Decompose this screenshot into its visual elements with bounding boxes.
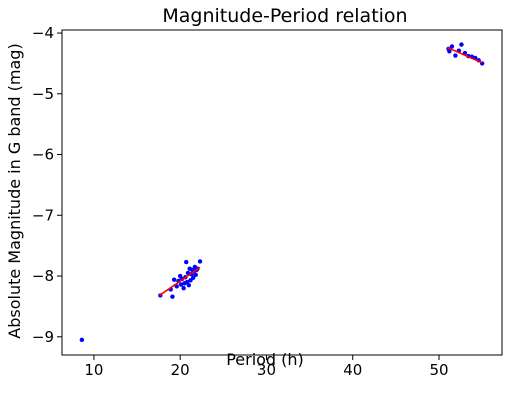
data-point-16 — [186, 282, 192, 288]
data-point-31 — [453, 53, 458, 58]
y-tick-label-3: −7 — [32, 206, 54, 224]
data-point-33 — [459, 42, 464, 47]
plot-area — [79, 42, 485, 343]
data-point-30 — [449, 44, 455, 49]
x-tick-label-3: 40 — [343, 361, 362, 379]
y-tick-label-4: −8 — [32, 267, 54, 285]
data-point-8 — [178, 282, 184, 287]
data-point-15 — [185, 270, 191, 276]
x-tick-label-0: 10 — [84, 361, 103, 379]
y-axis-label: Absolute Magnitude in G band (mag) — [5, 43, 24, 338]
data-point-13 — [184, 259, 189, 265]
data-point-0 — [79, 337, 85, 343]
y-tick-label-5: −9 — [32, 328, 54, 346]
data-point-4 — [171, 277, 177, 282]
fit-line-1 — [447, 46, 483, 64]
y-tick-label-2: −6 — [32, 146, 54, 164]
x-axis-label: Period (h) — [226, 350, 304, 369]
x-tick-label-1: 20 — [171, 361, 190, 379]
data-point-27 — [197, 259, 203, 264]
chart-title: Magnitude-Period relation — [162, 5, 407, 27]
x-tick-label-2: 30 — [257, 361, 276, 379]
data-point-24 — [193, 272, 198, 278]
data-point-29 — [447, 49, 452, 54]
x-tick-label-4: 50 — [429, 361, 448, 379]
data-point-3 — [170, 294, 175, 299]
fit-line-0 — [159, 266, 201, 297]
y-tick-label-1: −5 — [32, 85, 54, 103]
data-point-10 — [181, 285, 186, 291]
plot-frame — [61, 29, 503, 356]
axes: 10 20 30 40 50 −4 −5 −6 −7 −8 −9 — [32, 24, 503, 379]
y-tick-label-0: −4 — [32, 24, 54, 42]
data-point-21 — [190, 275, 196, 281]
